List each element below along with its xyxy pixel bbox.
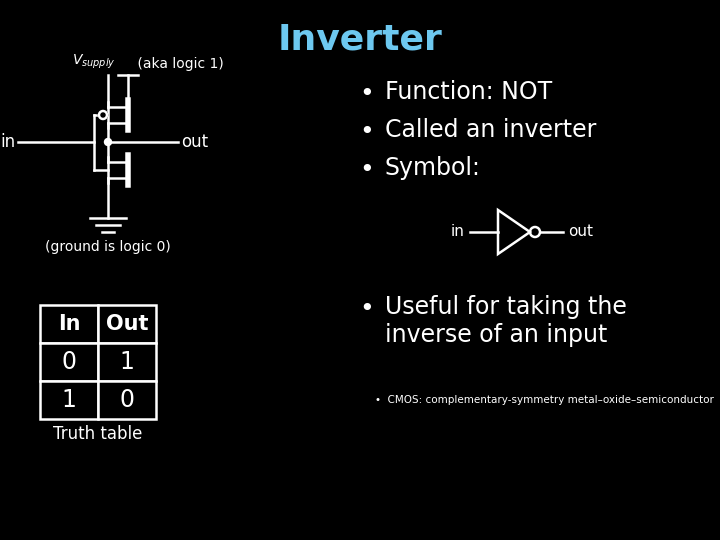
Text: Out: Out (106, 314, 148, 334)
Text: 0: 0 (120, 388, 135, 412)
Bar (40, 343, 98, 381)
Bar (98, 381, 156, 419)
Bar (40, 381, 98, 419)
Text: •: • (359, 297, 374, 321)
Text: Function: NOT: Function: NOT (385, 80, 552, 104)
Text: in: in (0, 133, 15, 151)
Text: in: in (451, 225, 465, 240)
Bar (98, 343, 156, 381)
Text: •: • (359, 120, 374, 144)
Text: (aka logic 1): (aka logic 1) (133, 57, 224, 71)
Text: Useful for taking the
inverse of an input: Useful for taking the inverse of an inpu… (385, 295, 627, 347)
Text: (ground is logic 0): (ground is logic 0) (45, 240, 171, 254)
Text: 1: 1 (120, 350, 135, 374)
Text: •  CMOS: complementary-symmetry metal–oxide–semiconductor: • CMOS: complementary-symmetry metal–oxi… (375, 395, 714, 405)
Text: 0: 0 (61, 350, 76, 374)
Text: out: out (568, 225, 593, 240)
Text: out: out (181, 133, 208, 151)
Text: •: • (359, 158, 374, 182)
Text: In: In (58, 314, 80, 334)
Text: •: • (359, 82, 374, 106)
Text: Truth table: Truth table (53, 425, 143, 443)
Text: Called an inverter: Called an inverter (385, 118, 596, 142)
Circle shape (99, 111, 107, 119)
Circle shape (104, 138, 112, 145)
Bar (40, 305, 98, 343)
Bar (98, 305, 156, 343)
Text: Symbol:: Symbol: (385, 156, 481, 180)
Text: Inverter: Inverter (278, 22, 442, 56)
Text: 1: 1 (62, 388, 76, 412)
Text: $V_{supply}$: $V_{supply}$ (73, 53, 116, 71)
